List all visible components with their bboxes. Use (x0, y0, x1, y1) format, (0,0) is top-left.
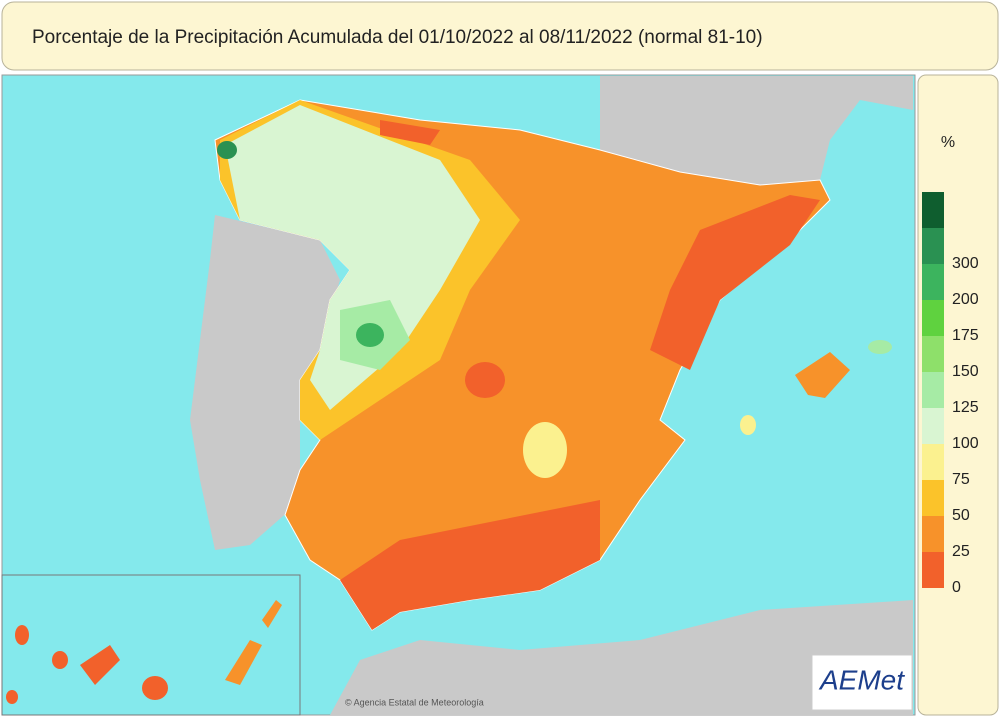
island (868, 340, 892, 354)
canary-inset (1, 574, 301, 716)
title-box (1, 1, 999, 71)
legend-tick-label: 125 (952, 399, 979, 416)
island (15, 625, 29, 645)
island (80, 645, 120, 685)
legend-swatch (922, 480, 944, 516)
france (600, 76, 913, 185)
legend-swatch (922, 228, 944, 264)
island (142, 676, 168, 700)
legend-swatch (922, 192, 944, 228)
legend-tick-label: 0 (952, 579, 961, 596)
logo-box (811, 654, 913, 711)
legend-tick-label: 25 (952, 543, 970, 560)
zone-red (380, 120, 440, 145)
legend-swatch (922, 552, 944, 588)
zone-red (650, 195, 820, 370)
legend-tick-label: 75 (952, 471, 970, 488)
island (795, 352, 850, 398)
legend-swatch (922, 300, 944, 336)
zone-pale-green (225, 105, 480, 410)
legend-swatch (922, 264, 944, 300)
legend-unit: % (941, 134, 955, 151)
island (262, 600, 282, 628)
legend-swatch (922, 408, 944, 444)
island (6, 690, 18, 704)
legend-tick-label: 150 (952, 363, 979, 380)
logo: AEMet (818, 664, 905, 695)
legend-swatch (922, 372, 944, 408)
africa (330, 600, 913, 715)
legend-tick-label: 50 (952, 507, 970, 524)
legend-swatch (922, 444, 944, 480)
zone-light-yellow (523, 422, 567, 478)
legend-tick-label: 175 (952, 327, 979, 344)
island (225, 640, 262, 685)
title: Porcentaje de la Precipitación Acumulada… (32, 27, 763, 48)
zone-dark-green (356, 323, 384, 347)
legend-tick-label: 200 (952, 291, 979, 308)
zone-red (340, 500, 600, 630)
legend-swatch (922, 336, 944, 372)
credit: © Agencia Estatal de Meteorología (345, 697, 484, 707)
legend-tick-label: 100 (952, 435, 979, 452)
island (52, 651, 68, 669)
zone-dark-green (217, 141, 237, 159)
portugal (190, 215, 340, 550)
island (740, 415, 756, 435)
zone-red (465, 362, 505, 398)
legend-swatch (922, 516, 944, 552)
legend: 0 25 50 75 100 125 150 175 200 300 (922, 192, 979, 596)
legend-tick-label: 300 (952, 255, 979, 272)
